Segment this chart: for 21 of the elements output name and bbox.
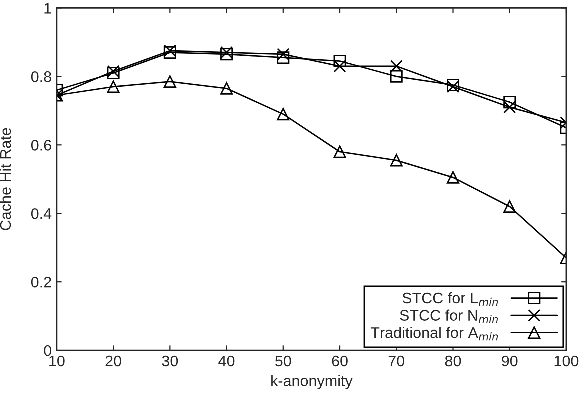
y-axis-title: Cache Hit Rate — [0, 128, 12, 230]
x-tick-label: 80 — [445, 356, 462, 367]
legend-label: STCC for N$_{min}$ — [400, 310, 498, 324]
x-tick-label: 60 — [332, 356, 348, 367]
y-tick-label: 0.6 — [31, 140, 52, 151]
x-tick-label: 30 — [162, 356, 178, 367]
y-tick-label: 0.2 — [31, 276, 52, 288]
y-tick-label: 1 — [44, 3, 52, 14]
x-tick-label: 90 — [502, 356, 518, 367]
x-tick-label: 40 — [218, 356, 235, 367]
x-tick-label: 50 — [276, 356, 292, 367]
x-tick-label: 20 — [106, 356, 122, 367]
legend-label: Traditional for A$_{min}$ — [370, 327, 498, 341]
y-tick-label: 0.4 — [31, 208, 52, 220]
legend-label: STCC for L$_{min}$ — [402, 292, 498, 306]
y-tick-label: 0 — [44, 345, 52, 356]
x-tick-label: 70 — [388, 356, 405, 367]
x-tick-label: 10 — [50, 356, 65, 367]
x-axis-title: k-anonymity — [272, 375, 353, 390]
x-tick-label: 100 — [554, 356, 579, 367]
y-tick-label: 0.8 — [31, 72, 52, 82]
